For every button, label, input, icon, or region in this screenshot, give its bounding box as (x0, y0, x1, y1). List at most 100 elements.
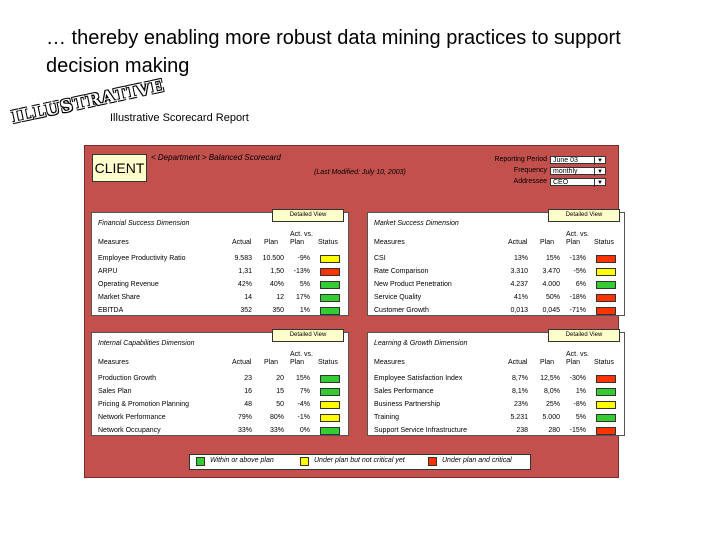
plan-value: 280 (548, 427, 560, 434)
detailed-view-button[interactable]: Detailed View (272, 209, 344, 222)
act-vs-plan-value: -8% (573, 401, 586, 408)
actual-value: 14 (244, 294, 252, 301)
actual-value: 79% (237, 414, 252, 421)
measure-name: Employee Productivity Ratio (98, 255, 186, 262)
plan-value: 8,0% (544, 388, 560, 395)
actual-value: 33% (237, 427, 252, 434)
reporting-period-value: June 03 (553, 157, 578, 164)
status-indicator (320, 375, 340, 383)
status-indicator (596, 294, 616, 302)
act-vs-plan-value: -4% (297, 401, 310, 408)
act-vs-plan-value: -13% (569, 255, 586, 262)
legend-yellow-label: Under plan but not critical yet (314, 457, 405, 464)
act-vs-plan-value: 5% (299, 281, 310, 288)
measure-name: Sales Plan (98, 388, 132, 395)
frequency-label: Frequency (513, 167, 547, 174)
plan-value: 10.500 (262, 255, 284, 262)
act-vs-plan-value: 7% (299, 388, 310, 395)
act-vs-plan-value: 5% (575, 414, 586, 421)
act-vs-plan-value: -30% (569, 375, 586, 382)
frequency-select[interactable]: monthly ▼ (550, 167, 606, 176)
col-header-status: Status (594, 239, 614, 246)
plan-value: 33% (269, 427, 284, 434)
actual-value: 1,31 (238, 268, 252, 275)
plan-value: 15 (276, 388, 284, 395)
chevron-down-icon[interactable]: ▼ (594, 157, 605, 165)
col-header-act-plan: Plan (290, 239, 305, 246)
col-header-act-vs: Act. vs. (290, 231, 313, 238)
status-indicator (596, 255, 616, 263)
measure-name: Business Partnership (374, 401, 441, 408)
status-indicator (320, 268, 340, 276)
legend-yellow-swatch (300, 457, 309, 466)
status-indicator (320, 307, 340, 315)
status-indicator (596, 375, 616, 383)
measure-name: Customer Growth (374, 307, 429, 314)
reporting-period-select[interactable]: June 03 ▼ (550, 156, 606, 165)
actual-value: 352 (240, 307, 252, 314)
col-header-measures: Measures (374, 239, 405, 246)
col-header-act-vs: Act. vs. (566, 231, 589, 238)
status-indicator (596, 268, 616, 276)
breadcrumb: < Department > Balanced Scorecard (151, 153, 281, 162)
col-header-act-plan: Plan (290, 359, 305, 366)
plan-value: 350 (272, 307, 284, 314)
measure-name: Rate Comparison (374, 268, 429, 275)
act-vs-plan-value: -1% (297, 414, 310, 421)
plan-value: 25% (545, 401, 560, 408)
measure-name: Network Occupancy (98, 427, 161, 434)
actual-value: 23% (513, 401, 528, 408)
col-header-measures: Measures (374, 359, 405, 366)
col-header-status: Status (318, 359, 338, 366)
col-header-plan: Plan (264, 239, 279, 246)
actual-value: 41% (513, 294, 528, 301)
plan-value: 15% (545, 255, 560, 262)
measure-name: New Product Penetration (374, 281, 452, 288)
chevron-down-icon[interactable]: ▼ (594, 179, 605, 187)
plan-value: 1,50 (270, 268, 284, 275)
act-vs-plan-value: -9% (297, 255, 310, 262)
addressee-label: Addressee (513, 178, 547, 185)
card-title: Market Success Dimension (374, 220, 459, 227)
status-indicator (320, 255, 340, 263)
status-indicator (596, 427, 616, 435)
measure-name: Employee Satisfaction Index (374, 375, 463, 382)
status-indicator (320, 294, 340, 302)
act-vs-plan-value: 1% (575, 388, 586, 395)
detailed-view-button[interactable]: Detailed View (548, 329, 620, 342)
measure-name: CSI (374, 255, 386, 262)
actual-value: 238 (516, 427, 528, 434)
col-header-plan: Plan (540, 359, 555, 366)
plan-value: 12 (276, 294, 284, 301)
scorecard-panel: CLIENT < Department > Balanced Scorecard… (84, 145, 625, 478)
legend-red-swatch (428, 457, 437, 466)
col-header-actual: Actual (508, 239, 528, 246)
actual-value: 9.583 (234, 255, 252, 262)
col-header-measures: Measures (98, 239, 129, 246)
plan-value: 50 (276, 401, 284, 408)
plan-value: 3.470 (542, 268, 560, 275)
status-indicator (596, 281, 616, 289)
addressee-select[interactable]: CEO ▼ (550, 178, 606, 187)
act-vs-plan-value: 1% (299, 307, 310, 314)
card-title: Learning & Growth Dimension (374, 340, 468, 347)
actual-value: 42% (237, 281, 252, 288)
measure-name: EBITDA (98, 307, 124, 314)
measure-name: Market Share (98, 294, 141, 301)
col-header-actual: Actual (232, 239, 252, 246)
chevron-down-icon[interactable]: ▼ (594, 168, 605, 176)
col-header-plan: Plan (264, 359, 279, 366)
status-indicator (320, 388, 340, 396)
act-vs-plan-value: -13% (293, 268, 310, 275)
detailed-view-button[interactable]: Detailed View (548, 209, 620, 222)
status-indicator (596, 401, 616, 409)
actual-value: 8,7% (512, 375, 528, 382)
act-vs-plan-value: 15% (295, 375, 310, 382)
measure-name: Network Performance (98, 414, 166, 421)
act-vs-plan-value: -18% (569, 294, 586, 301)
status-indicator (320, 414, 340, 422)
detailed-view-button[interactable]: Detailed View (272, 329, 344, 342)
col-header-measures: Measures (98, 359, 129, 366)
status-indicator (596, 414, 616, 422)
measure-name: Training (374, 414, 400, 421)
